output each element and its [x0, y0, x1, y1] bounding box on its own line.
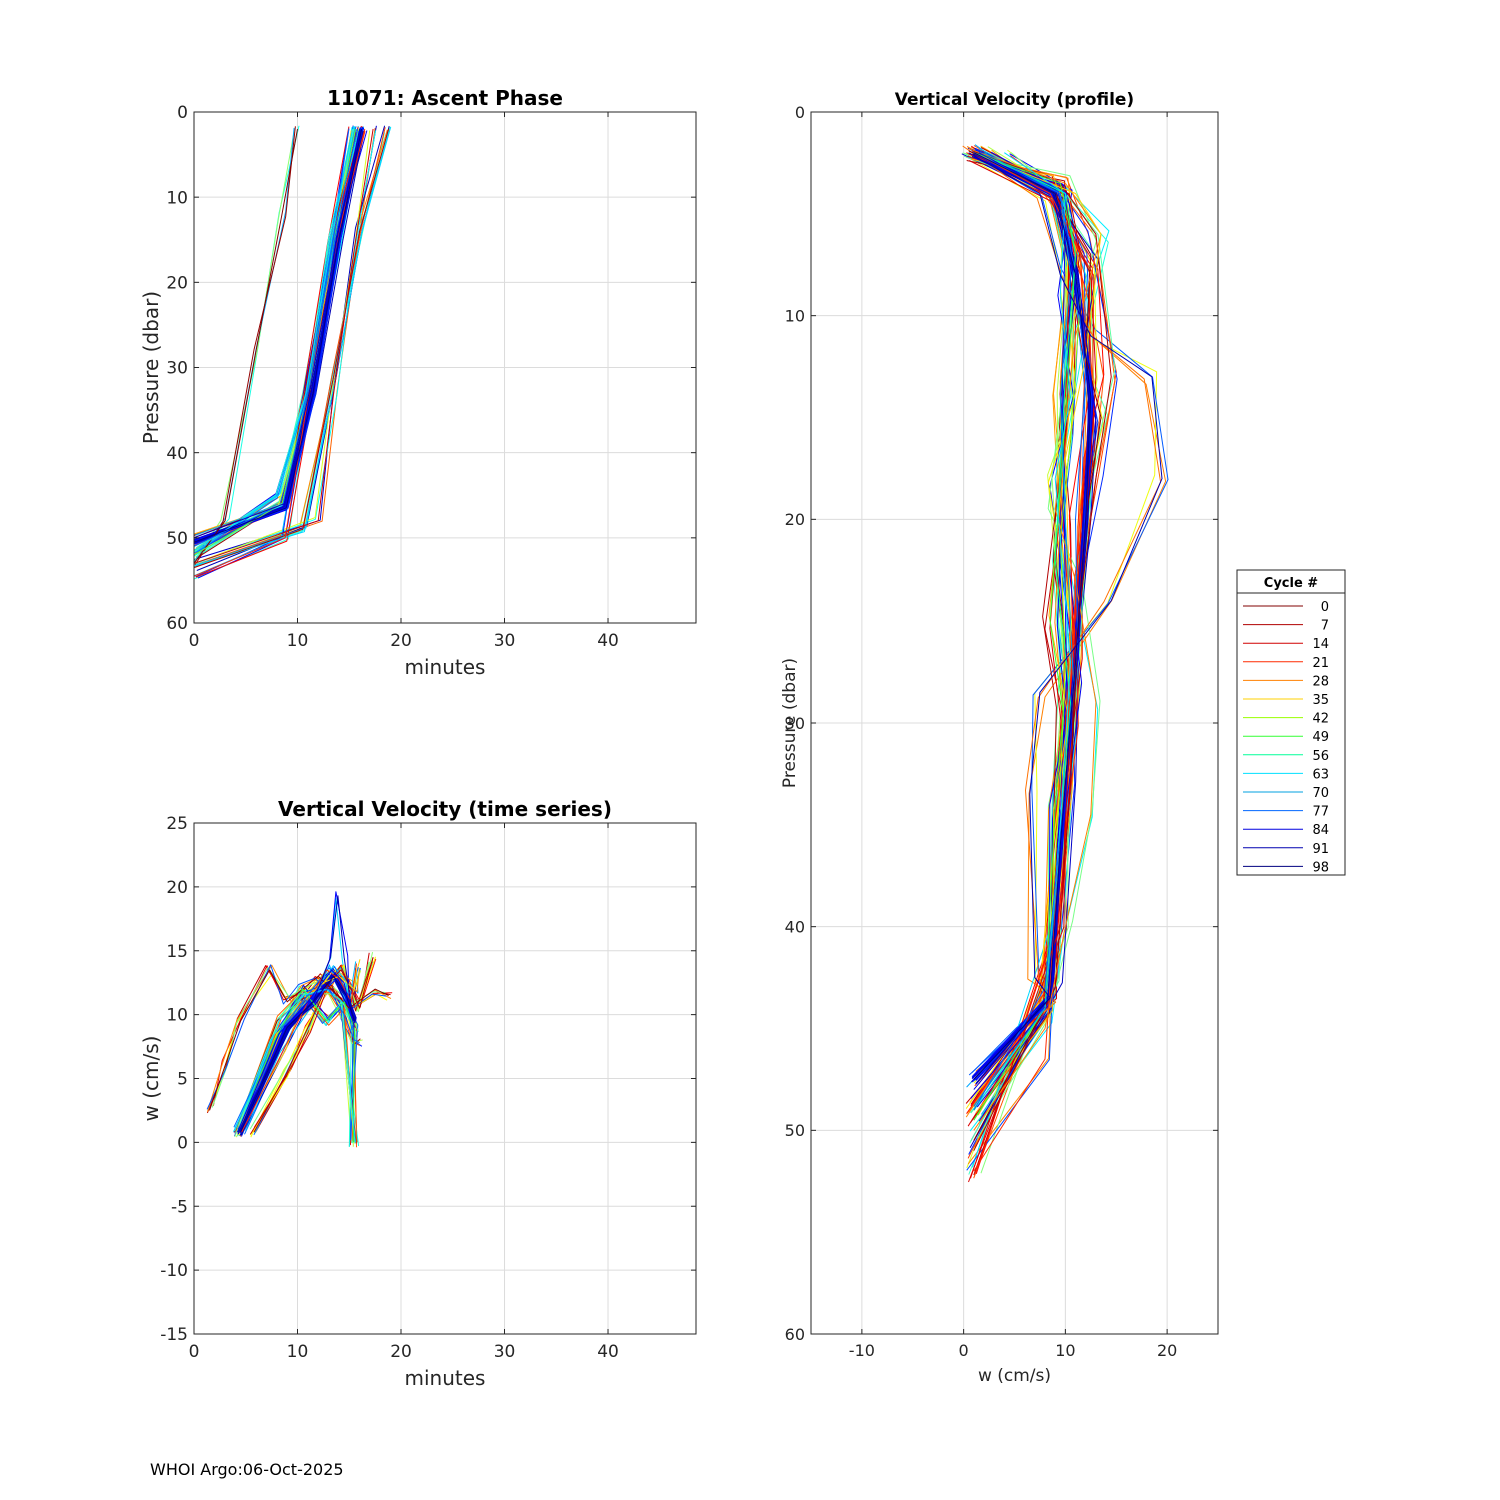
x-axis-label: w (cm/s) — [978, 1366, 1051, 1386]
x-axis-label: minutes — [405, 1366, 486, 1390]
cycle-line-98 — [240, 975, 355, 1133]
legend-label: 77 — [1312, 805, 1329, 820]
cycle-line-21 — [241, 963, 357, 1133]
legend-label: 42 — [1312, 712, 1329, 727]
y-tick-label: 10 — [785, 306, 805, 325]
cycle-line-91 — [968, 152, 1163, 1080]
x-tick-label: 40 — [597, 1342, 619, 1362]
cycle-line-7 — [194, 128, 390, 569]
series-group — [206, 891, 393, 1148]
chart-velocity_ts: 0 10 20 30 40 -15 -10 -5 0 5 10 15 20 25 Vertical Velo… — [139, 797, 697, 1390]
cycle-line-70 — [973, 152, 1074, 1107]
chart-velocity_profile: -10 0 10 20 0 10 20 30 40 50 60 Vertical Velocity (… — [780, 90, 1346, 1386]
y-tick-label: 30 — [166, 359, 188, 379]
legend-title: Cycle # — [1264, 576, 1319, 591]
cycle-line-0 — [194, 128, 298, 564]
chart-title: 11071: Ascent Phase — [327, 86, 563, 110]
chart-title: Vertical Velocity (time series) — [278, 797, 612, 821]
cycle-line — [194, 130, 376, 565]
cycle-line-91 — [194, 128, 361, 539]
legend-label: 0 — [1321, 600, 1329, 615]
y-tick-label: 10 — [166, 1006, 188, 1026]
y-tick-label: 5 — [177, 1070, 188, 1090]
y-tick-label: 40 — [166, 444, 188, 464]
cycle-line-14 — [973, 152, 1097, 1176]
legend-label: 35 — [1312, 693, 1329, 708]
legend-label: 49 — [1312, 730, 1329, 745]
cycle-line-77 — [237, 988, 360, 1133]
footer-date: WHOI Argo:06-Oct-2025 — [150, 1460, 344, 1479]
x-tick-label: 30 — [494, 631, 516, 651]
y-axis-label: Pressure (dbar) — [780, 658, 800, 788]
cycle-line-77 — [194, 128, 358, 547]
y-tick-label: -15 — [160, 1325, 188, 1345]
x-tick-label: 10 — [287, 1342, 309, 1362]
x-tick-label: 10 — [287, 631, 309, 651]
cycle-line — [234, 991, 352, 1148]
chart-title: Vertical Velocity (profile) — [895, 90, 1134, 110]
cycle-line-98 — [973, 152, 1092, 1080]
x-tick-label: 20 — [390, 631, 412, 651]
cycle-line — [237, 973, 357, 1135]
cycle-line — [971, 156, 1094, 1083]
y-tick-label: 50 — [166, 529, 188, 549]
chart-ascent: 0 10 20 30 40 0 10 20 30 40 50 60 11071: Ascent Phas… — [139, 86, 697, 679]
y-tick-label: 0 — [177, 103, 188, 123]
x-tick-label: 20 — [1157, 1341, 1177, 1360]
legend-label: 14 — [1312, 637, 1329, 652]
x-tick-label: 20 — [390, 1342, 412, 1362]
cycle-line — [194, 130, 371, 564]
legend-label: 7 — [1321, 619, 1329, 634]
legend-label: 98 — [1312, 860, 1329, 875]
cycle-line — [235, 989, 354, 1142]
y-tick-label: 20 — [166, 878, 188, 898]
series-group — [194, 125, 392, 580]
y-axis-label: Pressure (dbar) — [139, 291, 163, 444]
legend-label: 28 — [1312, 674, 1329, 689]
y-tick-label: 0 — [177, 1133, 188, 1153]
legend: Cycle #0 7 14 21 28 35 42 49 56 63 70 77 84 91 98 — [1236, 569, 1346, 876]
y-tick-label: 25 — [166, 814, 188, 834]
series-group — [961, 144, 1169, 1183]
y-axis-label: w (cm/s) — [139, 1036, 163, 1122]
cycle-line-28 — [968, 148, 1102, 1131]
y-tick-label: 40 — [785, 917, 805, 936]
x-tick-label: 0 — [959, 1341, 969, 1360]
cycle-line — [970, 153, 1092, 1107]
legend-label: 84 — [1312, 823, 1329, 838]
x-tick-label: 30 — [494, 1342, 516, 1362]
y-tick-label: 10 — [166, 188, 188, 208]
cycle-line-77 — [973, 152, 1087, 1111]
cycle-line-63 — [194, 128, 353, 552]
y-tick-label: 50 — [785, 1121, 805, 1140]
x-axis-label: minutes — [405, 655, 486, 679]
legend-label: 91 — [1312, 842, 1329, 857]
y-tick-label: 60 — [785, 1325, 805, 1344]
x-tick-label: 0 — [189, 1342, 200, 1362]
y-tick-label: -5 — [171, 1197, 188, 1217]
legend-label: 70 — [1312, 786, 1329, 801]
x-tick-label: 0 — [189, 631, 200, 651]
y-tick-label: 20 — [166, 273, 188, 293]
y-tick-label: 60 — [166, 614, 188, 634]
x-tick-label: -10 — [849, 1341, 875, 1360]
cycle-line-14 — [194, 128, 374, 564]
y-tick-label: 30 — [785, 714, 805, 733]
y-tick-label: -10 — [160, 1261, 188, 1281]
legend-label: 63 — [1312, 767, 1329, 782]
legend-box — [1236, 569, 1346, 876]
cycle-line-49 — [973, 152, 1076, 1121]
legend-label: 56 — [1312, 749, 1329, 764]
cycle-line-35 — [238, 969, 357, 1133]
cycle-line-98 — [194, 128, 363, 543]
x-tick-label: 40 — [597, 631, 619, 651]
y-tick-label: 0 — [795, 103, 805, 122]
y-tick-label: 20 — [785, 510, 805, 529]
x-tick-label: 10 — [1055, 1341, 1075, 1360]
y-tick-label: 15 — [166, 942, 188, 962]
cycle-line — [194, 131, 353, 554]
legend-label: 21 — [1312, 656, 1329, 671]
